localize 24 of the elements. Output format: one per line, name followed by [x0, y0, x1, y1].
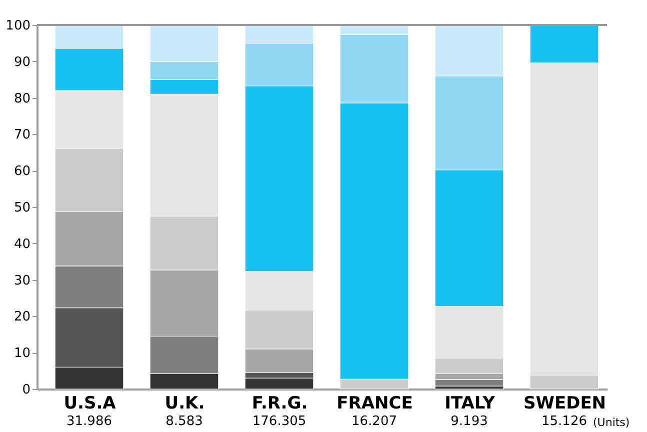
text: 8.583	[166, 414, 203, 429]
y-tick-label: 0	[22, 382, 30, 398]
x-tick-label: F.R.G.	[252, 394, 308, 414]
y-tick-label: 60	[14, 164, 30, 180]
y-tick-label: 90	[14, 54, 30, 70]
x-tick-label: U.S.A	[64, 394, 117, 414]
text: (Units)	[593, 416, 630, 429]
y-tick-label: 40	[14, 236, 30, 252]
text: 16.207	[352, 414, 397, 429]
y-tick-label: 70	[14, 128, 30, 143]
y-tick-label: 50	[14, 200, 30, 216]
x-tick-label: SWEDEN	[523, 394, 606, 414]
x-tick-label: FRANCE	[336, 394, 413, 414]
text: 9.193	[450, 414, 488, 429]
y-tick-label: 100	[6, 18, 30, 34]
text: 31.986	[66, 414, 112, 429]
x-tick-label: U.K.	[164, 394, 205, 414]
y-tick-label: 10	[14, 346, 30, 362]
x-tick-label: ITALY	[444, 394, 496, 414]
y-tick-label: 20	[14, 310, 30, 325]
y-tick-label: 80	[14, 91, 30, 106]
y-tick-label: 30	[14, 273, 30, 288]
text: 176.305	[252, 414, 306, 429]
text: 15.126	[542, 414, 587, 429]
